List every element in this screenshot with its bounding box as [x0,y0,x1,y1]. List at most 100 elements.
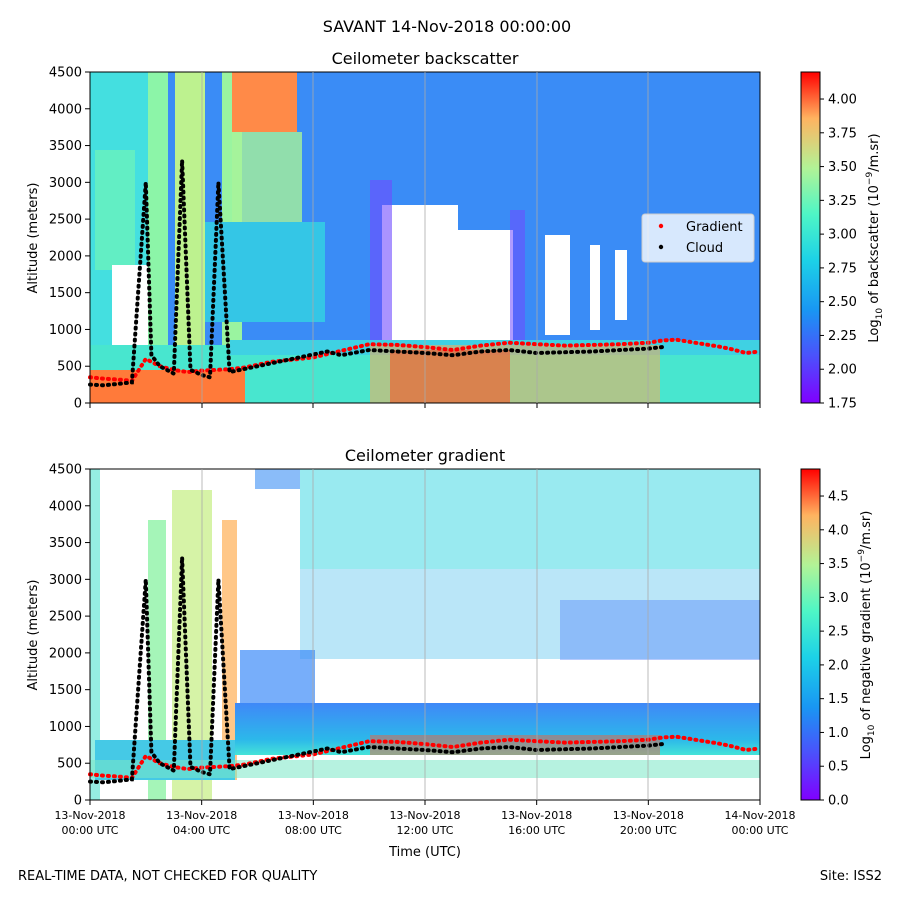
gradient-colorbar-bar [800,468,821,801]
y-tick-label: 2500 [49,610,82,625]
gradient-title: Ceilometer gradient [345,446,505,465]
colorbar-tick-label: 1.75 [828,397,857,412]
colorbar-tick-label: 2.25 [828,329,857,344]
backscatter-grid [201,72,649,403]
backscatter-colorbar-ticks: 1.75 2.00 2.25 2.50 2.75 3.00 3.25 3.50 3.75 4.00 [820,93,857,412]
backscatter-colorbar-bar [800,71,821,404]
colorbar-tick-label: 0.0 [828,794,849,809]
legend-cloud-marker [658,244,664,250]
x-tick-label: 20:00 UTC [620,824,677,837]
backscatter-clear-3 [545,235,570,335]
gradient-cloud-line [88,557,665,785]
backscatter-violet-1 [370,180,392,350]
x-tick-label: 13-Nov-2018 [613,809,684,822]
gradient-convective-1 [148,520,166,800]
x-tick-label: 04:00 UTC [173,824,230,837]
colorbar-tick-label: 4.0 [828,523,849,538]
legend-gradient-label: Gradient [686,220,743,235]
backscatter-y-axis-label: Altitude (meters) [26,183,41,294]
colorbar-tick-label: 0.5 [828,760,849,775]
y-tick-label: 4000 [49,499,82,514]
backscatter-upper-orange [232,72,297,132]
gradient-patches-upper [300,469,760,569]
x-tick-label: 13-Nov-2018 [166,809,237,822]
colorbar-tick-label: 3.25 [828,194,857,209]
backscatter-colorbar: 1.75 2.00 2.25 2.50 2.75 3.00 3.25 3.50 3.75 4.00… [800,71,885,412]
gradient-x-axis: 13-Nov-2018 00:00 UTC 13-Nov-2018 04:00 UTC… [54,800,796,837]
gradient-y-axis: 0 500 1000 1500 2000 2500 3000 3500 4000 4500 [49,463,90,809]
x-tick-label: 08:00 UTC [285,824,342,837]
backscatter-upper-fade [232,132,302,222]
colorbar-tick-label: 2.00 [828,363,857,378]
gradient-elevated-band [235,703,760,755]
legend-cloud-label: Cloud [686,241,723,256]
gradient-y-axis-label: Altitude (meters) [26,580,41,691]
x-tick-label: 13-Nov-2018 [54,809,125,822]
y-tick-label: 0 [74,794,82,809]
gradient-patches-lower [560,600,760,660]
colorbar-tick-label: 2.75 [828,261,857,276]
colorbar-tick-label: 4.00 [828,93,857,108]
backscatter-convective-1 [148,72,168,403]
backscatter-gradient-line [88,337,762,384]
backscatter-left-green [95,150,135,270]
colorbar-tick-label: 3.5 [828,557,849,572]
backscatter-clear-5 [615,250,627,320]
backscatter-clear-1 [382,205,458,345]
y-tick-label: 1000 [49,720,82,735]
colorbar-tick-label: 2.0 [828,658,849,673]
colorbar-tick-label: 3.75 [828,126,857,141]
y-tick-label: 2000 [49,646,82,661]
gradient-mid-patch [240,650,315,705]
y-tick-label: 1000 [49,323,82,338]
y-tick-label: 500 [57,757,82,772]
footer-site-label: Site: ISS2 [819,869,882,884]
y-tick-label: 0 [74,397,82,412]
colorbar-tick-label: 4.5 [828,490,849,505]
y-tick-label: 3000 [49,573,82,588]
y-tick-label: 1500 [49,286,82,301]
colorbar-tick-label: 2.50 [828,295,857,310]
backscatter-left-clear [112,265,152,360]
colorbar-tick-label: 2.5 [828,625,849,640]
legend-gradient-marker [658,223,664,229]
backscatter-violet-2 [510,210,525,340]
y-tick-label: 2500 [49,213,82,228]
backscatter-title: Ceilometer backscatter [332,49,519,68]
colorbar-tick-label: 1.0 [828,726,849,741]
gradient-patches-middle [300,569,760,659]
y-tick-label: 3500 [49,536,82,551]
y-tick-label: 1500 [49,683,82,698]
gradient-colorbar-label: Log10 of negative gradient (10−9/m.sr) [857,511,877,760]
backscatter-surface-3 [390,350,510,403]
gradient-grid [201,469,649,800]
backscatter-x-ticks [89,403,761,408]
backscatter-colorbar-label: Log10 of backscatter (10−9/m.sr) [865,133,885,342]
y-tick-label: 4500 [49,463,82,478]
colorbar-tick-label: 3.0 [828,591,849,606]
backscatter-clear-2 [458,230,513,340]
x-tick-label: 12:00 UTC [396,824,453,837]
backscatter-legend: Gradient Cloud [641,213,755,263]
x-tick-label: 13-Nov-2018 [278,809,349,822]
legend-box [641,213,755,263]
backscatter-y-axis: 0 500 1000 1500 2000 2500 3000 3500 4000 4500 [49,66,90,412]
x-tick-label: 13-Nov-2018 [389,809,460,822]
x-tick-label: 00:00 UTC [731,824,788,837]
colorbar-tick-label: 1.5 [828,692,849,707]
y-tick-label: 3000 [49,176,82,191]
gradient-band-core [370,735,660,755]
x-tick-label: 13-Nov-2018 [501,809,572,822]
x-tick-label: 00:00 UTC [61,824,118,837]
gradient-colorbar: 0.0 0.5 1.0 1.5 2.0 2.5 3.0 3.5 4.0 4.5 Log10 of … [800,468,877,809]
backscatter-cloud-line [88,160,665,388]
gradient-upper-left [255,469,300,489]
footer-quality-note: REAL-TIME DATA, NOT CHECKED FOR QUALITY [18,869,318,884]
x-tick-label: 14-Nov-2018 [724,809,795,822]
x-tick-label: 16:00 UTC [508,824,565,837]
colorbar-tick-label: 3.00 [828,228,857,243]
y-tick-label: 3500 [49,139,82,154]
colorbar-tick-label: 3.50 [828,160,857,175]
gradient-gradient-line [88,734,762,781]
